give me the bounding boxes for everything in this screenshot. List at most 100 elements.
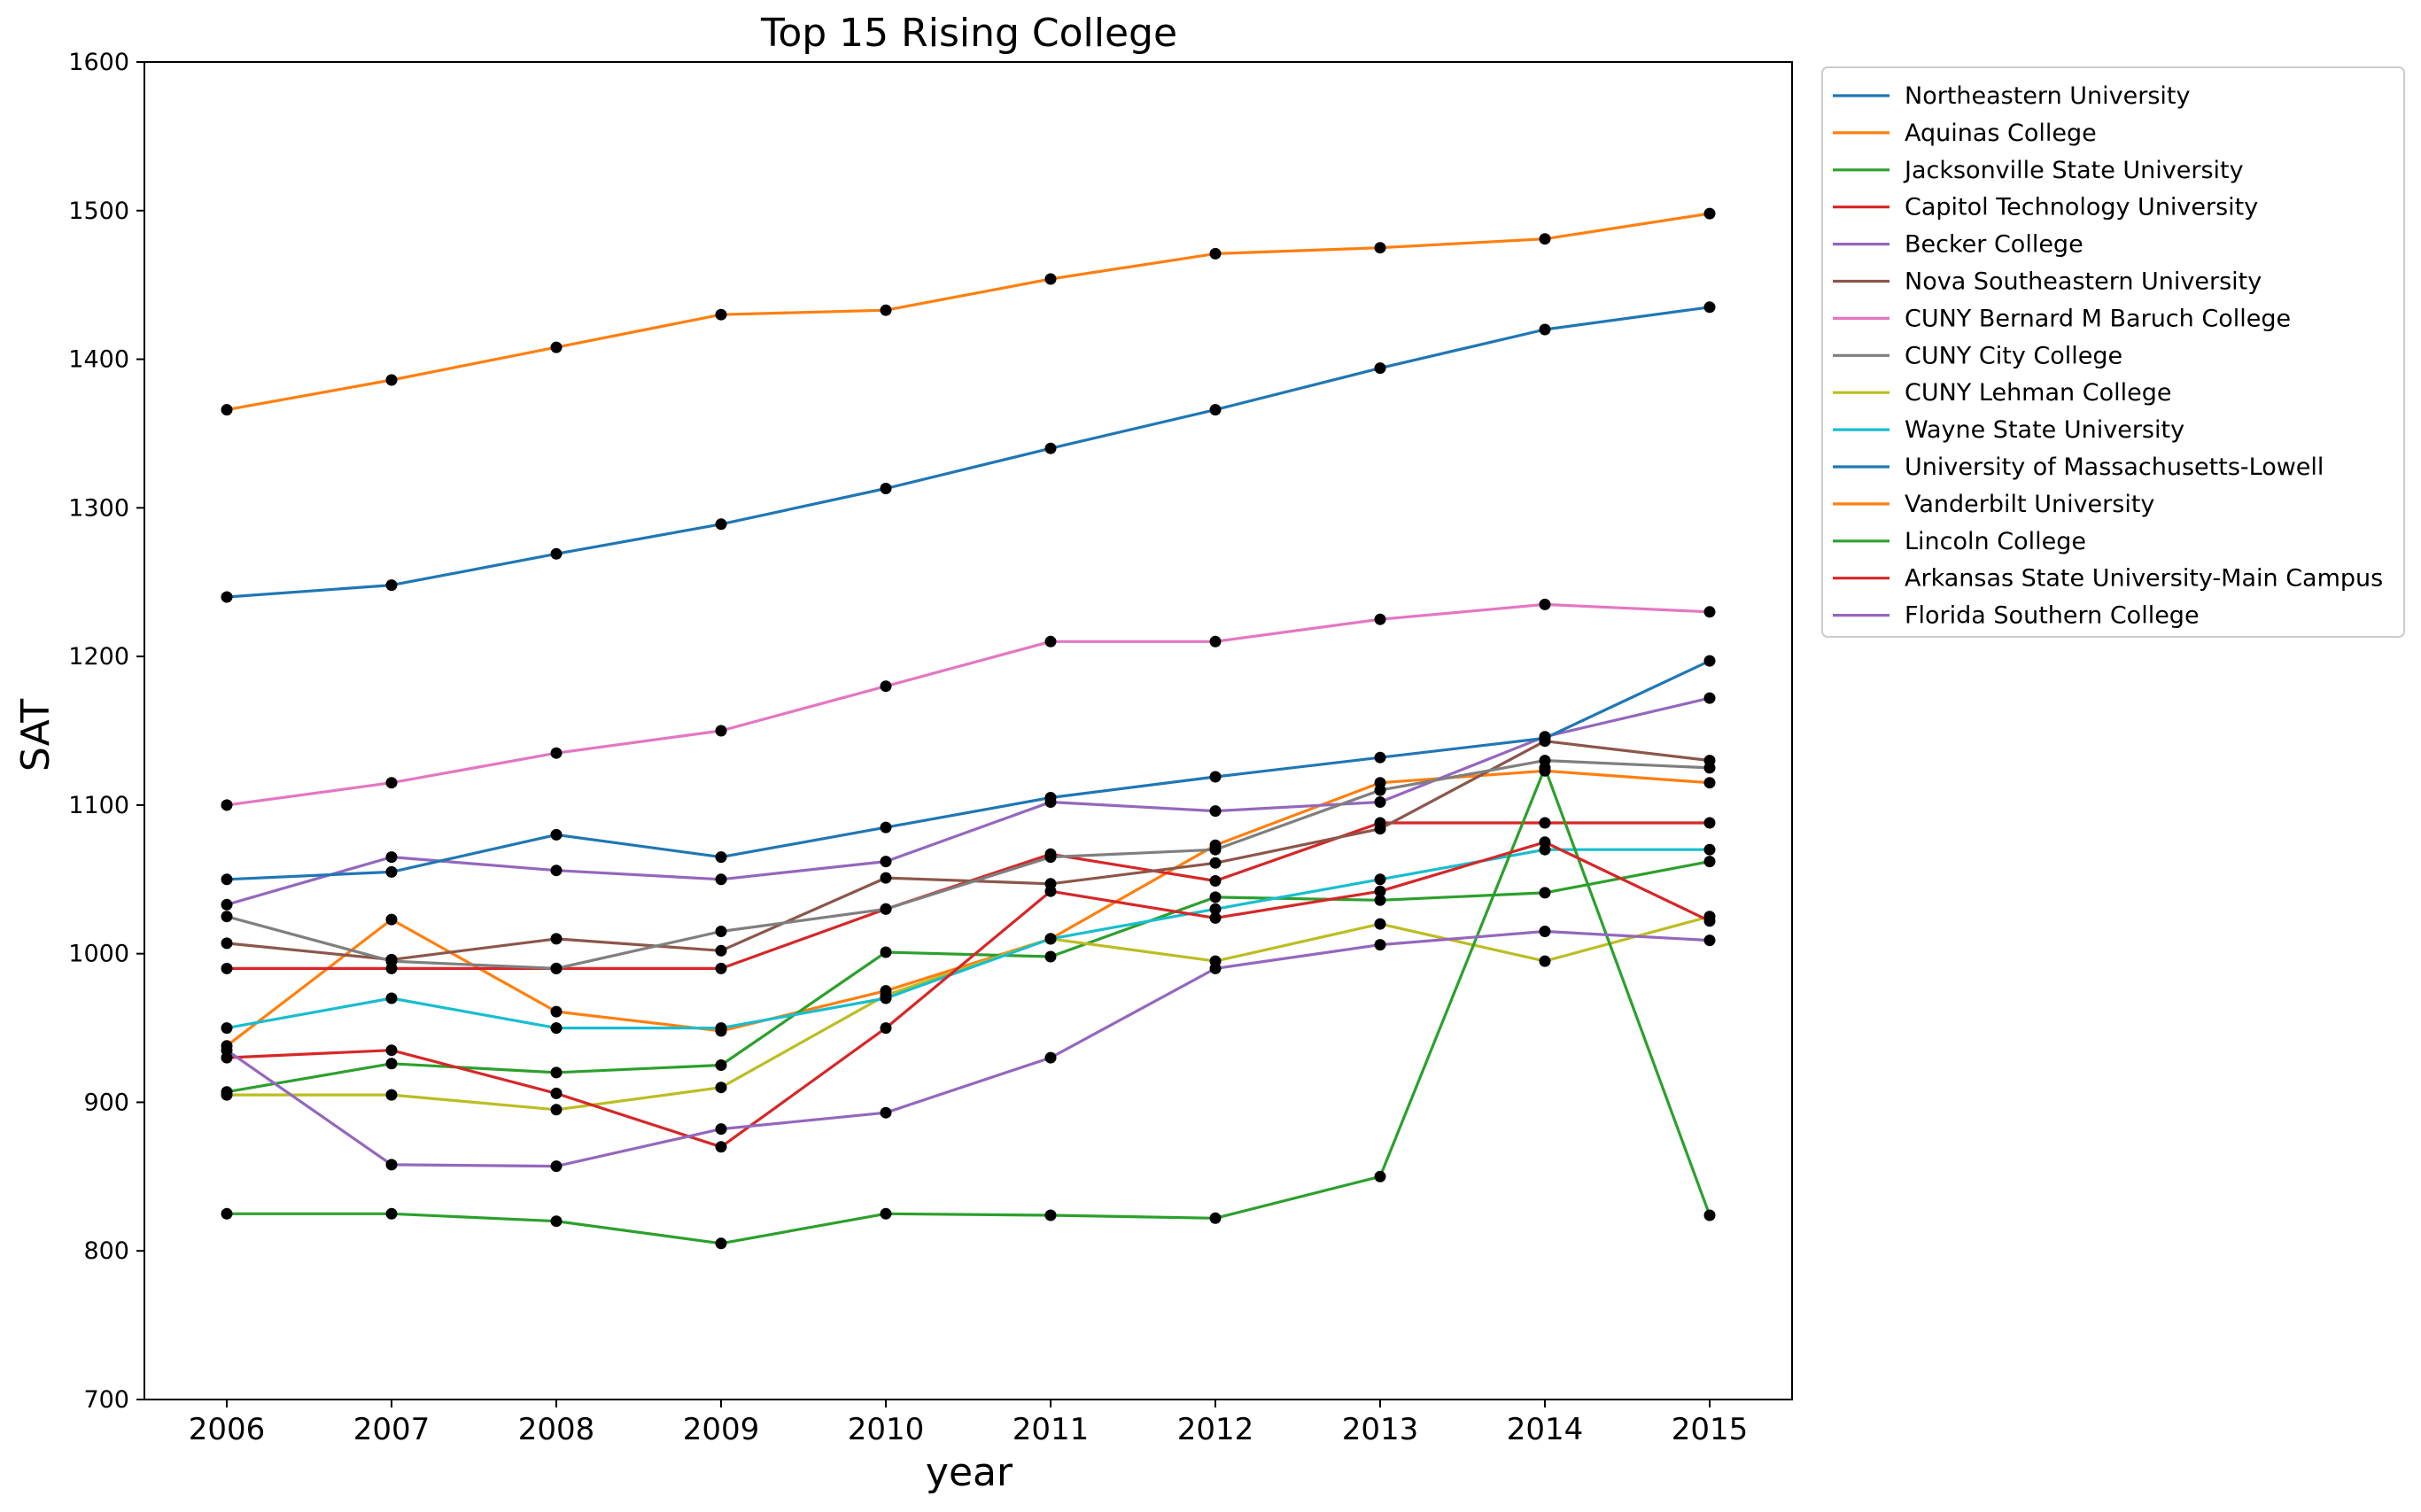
data-point-6-5 — [1044, 635, 1057, 647]
data-point-9-2 — [550, 1022, 563, 1035]
data-point-14-4 — [880, 1106, 892, 1119]
x-axis-label: year — [926, 1450, 1013, 1495]
legend-label: Arkansas State University-Main Campus — [1905, 565, 2383, 593]
data-point-14-1 — [385, 1159, 398, 1171]
data-point-6-8 — [1539, 598, 1551, 610]
data-point-6-1 — [385, 777, 398, 789]
data-point-9-1 — [385, 992, 398, 1004]
data-point-3-9 — [1703, 817, 1716, 829]
x-tick-label: 2014 — [1507, 1412, 1584, 1447]
data-point-2-1 — [385, 1058, 398, 1070]
x-tick-label: 2012 — [1177, 1412, 1254, 1447]
data-point-7-5 — [1044, 851, 1057, 864]
data-point-7-1 — [385, 955, 398, 967]
y-tick-label: 1000 — [68, 941, 129, 968]
data-point-11-8 — [1539, 233, 1551, 245]
legend-label: Becker College — [1905, 231, 2083, 259]
data-point-4-1 — [385, 851, 398, 864]
data-point-6-7 — [1374, 613, 1386, 625]
legend-label: Aquinas College — [1905, 120, 2097, 147]
data-point-9-6 — [1209, 903, 1222, 915]
data-point-4-0 — [221, 898, 233, 911]
legend-label: Jacksonville State University — [1903, 157, 2244, 184]
data-point-8-0 — [221, 1089, 233, 1101]
data-point-2-2 — [550, 1066, 563, 1079]
data-point-10-3 — [715, 851, 727, 864]
series-line-7 — [226, 758, 1711, 971]
data-point-11-0 — [221, 404, 233, 416]
data-point-2-5 — [1044, 950, 1057, 963]
data-point-1-1 — [385, 913, 398, 926]
data-point-12-6 — [1209, 1212, 1222, 1224]
y-tick-label: 1100 — [68, 792, 129, 819]
data-point-10-0 — [221, 873, 233, 886]
data-point-6-6 — [1209, 635, 1222, 647]
data-point-2-9 — [1703, 856, 1716, 868]
data-point-14-8 — [1539, 926, 1551, 937]
data-point-2-8 — [1539, 887, 1551, 899]
data-point-9-9 — [1703, 843, 1716, 856]
data-point-12-5 — [1044, 1209, 1057, 1221]
data-point-7-4 — [880, 903, 892, 915]
data-point-2-4 — [880, 946, 892, 958]
data-point-12-7 — [1374, 1170, 1386, 1182]
data-point-8-2 — [550, 1104, 563, 1116]
series-line-11 — [226, 212, 1711, 412]
data-point-10-8 — [1539, 732, 1551, 744]
x-tick-label: 2011 — [1013, 1412, 1090, 1447]
x-tick-label: 2013 — [1342, 1412, 1419, 1447]
data-point-0-1 — [385, 579, 398, 592]
data-point-11-2 — [550, 341, 563, 353]
data-point-13-9 — [1703, 915, 1716, 927]
x-tick-label: 2006 — [189, 1412, 266, 1447]
legend-frame — [1821, 66, 2405, 638]
data-point-5-2 — [550, 933, 563, 945]
data-point-6-2 — [550, 747, 563, 759]
data-point-7-2 — [550, 962, 563, 974]
data-point-9-0 — [221, 1022, 233, 1035]
data-point-9-7 — [1374, 873, 1386, 886]
series-line-12 — [227, 766, 1711, 1245]
legend-label: CUNY Bernard M Baruch College — [1905, 305, 2291, 332]
data-point-10-9 — [1703, 655, 1716, 667]
data-point-10-4 — [880, 821, 892, 834]
x-tick-label: 2015 — [1672, 1412, 1749, 1447]
data-point-12-4 — [880, 1207, 892, 1220]
legend-label: Capitol Technology University — [1905, 194, 2258, 221]
data-point-6-4 — [880, 680, 892, 693]
data-point-3-8 — [1539, 817, 1551, 829]
x-tick-label: 2008 — [518, 1412, 595, 1447]
data-point-0-6 — [1209, 404, 1222, 416]
data-point-12-9 — [1703, 1209, 1716, 1221]
data-point-3-6 — [1209, 875, 1222, 887]
y-tick-label: 1500 — [68, 198, 129, 225]
data-point-7-9 — [1703, 762, 1716, 774]
data-point-2-6 — [1209, 891, 1222, 903]
data-point-13-8 — [1539, 836, 1551, 849]
series-line-6 — [226, 602, 1711, 807]
data-point-8-3 — [715, 1082, 727, 1094]
data-point-12-2 — [550, 1215, 563, 1228]
data-point-9-3 — [715, 1022, 727, 1035]
y-tick-label: 700 — [83, 1386, 129, 1414]
data-point-11-6 — [1209, 247, 1222, 260]
data-point-9-5 — [1044, 933, 1057, 945]
x-axis: 2006 2007 2008 2009 2010 2011 2012 2013 2014 2015 — [189, 1400, 1749, 1447]
series-line-9 — [226, 848, 1710, 1030]
data-point-11-9 — [1703, 207, 1716, 220]
data-point-8-7 — [1374, 918, 1386, 930]
data-point-12-0 — [221, 1207, 233, 1220]
data-point-8-8 — [1539, 955, 1551, 967]
y-tick-label: 1200 — [68, 643, 129, 671]
x-tick-label: 2007 — [353, 1412, 431, 1447]
legend-label: Florida Southern College — [1905, 602, 2200, 630]
y-axis: 700 800 900 1000 1100 1200 1300 1400 1500 1600 — [68, 49, 144, 1414]
series-line-10 — [226, 659, 1711, 881]
data-point-4-7 — [1374, 796, 1386, 808]
data-point-10-7 — [1374, 751, 1386, 764]
series-line-5 — [226, 740, 1711, 962]
data-point-4-6 — [1209, 805, 1222, 818]
data-point-0-4 — [880, 483, 892, 494]
data-point-6-3 — [715, 725, 727, 737]
data-point-11-7 — [1374, 242, 1386, 254]
